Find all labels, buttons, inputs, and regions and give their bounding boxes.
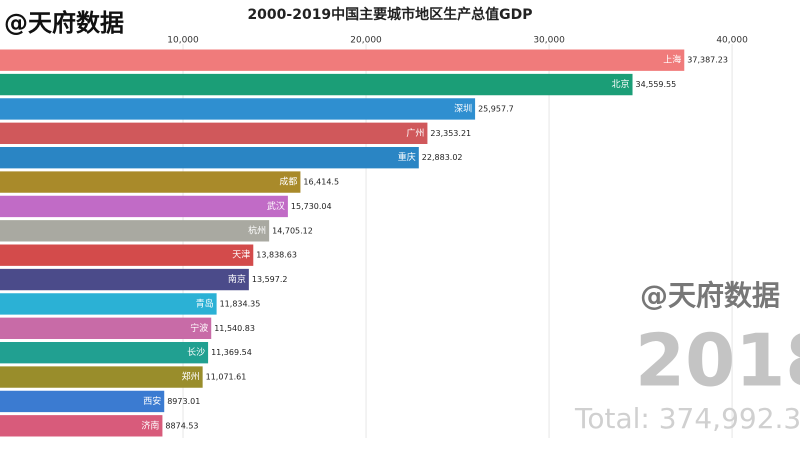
- x-tick-label: 30,000: [533, 36, 565, 46]
- value-label: 14,705.12: [272, 226, 313, 235]
- bar: [0, 317, 212, 339]
- bar: [0, 366, 203, 388]
- x-tick-label: 40,000: [716, 36, 748, 46]
- plot: 10,000 20,000 30,000 40,000 上海 37,387.23 北京 34,…: [0, 36, 748, 438]
- value-label: 11,071.61: [206, 373, 247, 382]
- bar: [0, 342, 209, 364]
- category-label: 济南: [141, 419, 159, 431]
- bar: [0, 171, 301, 193]
- category-label: 西安: [143, 395, 161, 407]
- bar: [0, 220, 270, 242]
- value-label: 13,597.2: [252, 275, 288, 284]
- value-label: 25,957.7: [478, 104, 514, 113]
- total-label: Total: 374,992.35: [574, 402, 800, 435]
- bar: [0, 49, 685, 71]
- value-label: 34,559.55: [636, 80, 677, 89]
- value-label: 37,387.23: [687, 56, 728, 65]
- value-label: 8874.53: [165, 421, 198, 430]
- category-label: 北京: [612, 78, 630, 90]
- bar: [0, 195, 288, 218]
- bar: [0, 147, 419, 169]
- bar: [0, 122, 428, 144]
- bar: [0, 98, 476, 120]
- category-label: 广州: [406, 127, 424, 139]
- category-label: 上海: [663, 54, 681, 66]
- value-label: 8973.01: [167, 397, 200, 406]
- category-label: 杭州: [248, 224, 266, 236]
- bar: [0, 390, 165, 413]
- chart-title: 2000-2019中国主要城市地区生产总值GDP: [247, 6, 532, 23]
- bar: [0, 293, 217, 315]
- category-label: 南京: [228, 273, 246, 285]
- value-label: 23,353.21: [430, 129, 471, 138]
- category-label: 天津: [232, 250, 250, 261]
- bar: [0, 244, 254, 266]
- category-label: 长沙: [187, 346, 205, 358]
- value-label: 22,883.02: [422, 153, 463, 162]
- category-label: 青岛: [196, 297, 214, 309]
- year-label: 2018: [635, 319, 800, 403]
- watermark: @天府数据: [640, 279, 780, 312]
- x-tick-label: 10,000: [167, 36, 199, 46]
- value-label: 16,414.5: [303, 178, 339, 187]
- value-label: 11,540.83: [214, 324, 255, 333]
- bar: [0, 268, 249, 291]
- category-label: 深圳: [454, 103, 472, 114]
- category-label: 武汉: [267, 200, 285, 212]
- bar: [0, 73, 633, 96]
- watermark: @天府数据: [4, 9, 124, 37]
- category-label: 宁波: [190, 322, 208, 334]
- x-tick-label: 20,000: [350, 36, 382, 46]
- value-label: 11,834.35: [220, 299, 261, 308]
- category-label: 郑州: [182, 371, 200, 383]
- category-label: 重庆: [398, 151, 416, 163]
- value-label: 15,730.04: [291, 202, 332, 211]
- category-label: 成都: [279, 176, 297, 188]
- value-label: 11,369.54: [211, 348, 252, 357]
- bar: [0, 415, 163, 437]
- value-label: 13,838.63: [256, 251, 297, 260]
